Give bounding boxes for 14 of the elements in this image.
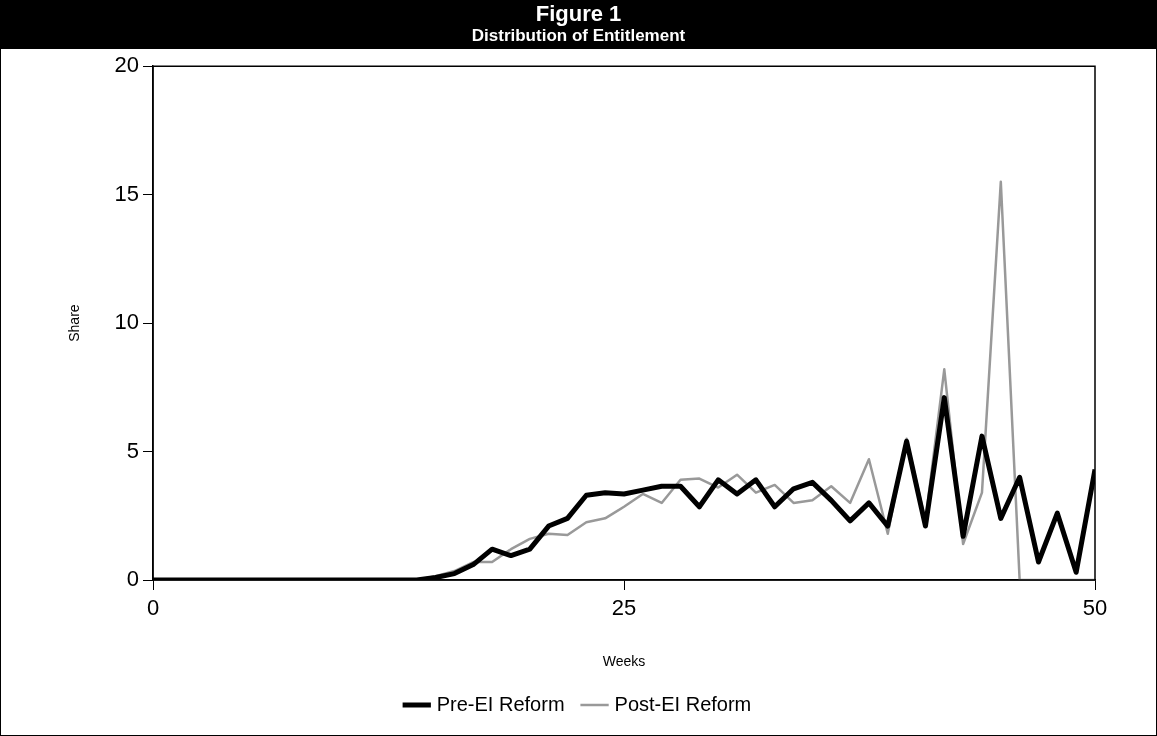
y-tick-label: 20 bbox=[114, 52, 139, 78]
y-tick-label: 10 bbox=[114, 309, 139, 335]
chart-subtitle: Distribution of Entitlement bbox=[470, 26, 687, 46]
x-axis-title: Weeks bbox=[602, 653, 646, 670]
y-tick-label: 5 bbox=[126, 437, 139, 463]
x-tick-label: 50 bbox=[1082, 595, 1108, 621]
x-tick-label: 0 bbox=[146, 595, 160, 621]
legend-label: Post-EI Reform bbox=[614, 692, 752, 715]
legend-label: Pre-EI Reform bbox=[436, 692, 565, 715]
y-axis-title: Share bbox=[66, 304, 83, 342]
x-tick-label: 25 bbox=[611, 595, 637, 621]
y-tick-label: 0 bbox=[126, 566, 139, 592]
chart-title: Figure 1 bbox=[534, 1, 623, 26]
y-tick-label: 15 bbox=[114, 180, 139, 206]
